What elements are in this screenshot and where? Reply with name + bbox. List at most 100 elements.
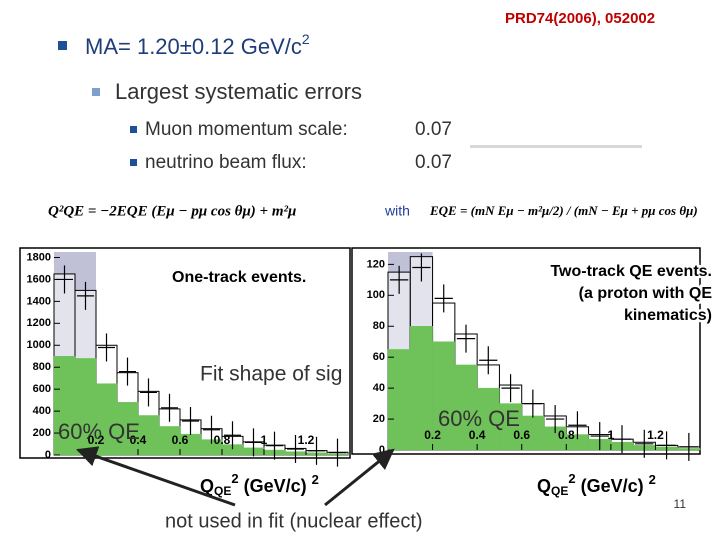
note: not used in fit (nuclear effect) [165,510,423,532]
data-point [329,438,346,467]
histogram: 0 200 400 600 800 1000 1200 1400 1600 1800 0.2 0.4 0… [19,247,362,503]
data-point [140,378,157,407]
x-label-part: QE [551,484,568,498]
data-point [523,389,542,418]
y-tick-label: 800 [33,361,51,373]
y-tick-label: 400 [33,405,51,417]
chart-title: kinematics) [624,307,712,324]
data-point [657,431,676,460]
error-label: Muon momentum scale: [145,119,348,140]
reference: PRD74(2006), 052002 [505,10,655,27]
data-point [287,434,304,463]
slide-title: MA= 1.20±0.12 GeV/c2 [85,31,310,59]
data-point [479,346,498,375]
data-point [203,415,220,444]
x-label-part: (GeV/c) [576,476,649,496]
bullet-icon [92,88,100,96]
data-point [182,406,199,435]
y-tick-label: 0 [379,444,385,456]
data-point [501,374,520,403]
data-point [119,357,136,386]
data-point [568,411,587,440]
chart-title: One-track events. [172,269,306,286]
formula: EQE = (mN Eμ − m²μ/2) / (mN − Eμ + pμ co… [429,203,698,218]
title-text: MA= 1.20±0.12 GeV/c [85,34,302,59]
x-tick-label: 1.2 [647,428,664,442]
x-label-part: 2 [231,471,238,486]
x-axis-label: QQE2 (GeV/c) 2 [537,471,656,498]
x-label-part: 2 [312,472,319,487]
formula: Q²QE = −2EQE (Eμ − pμ cos θμ) + m²μ [48,203,296,219]
data-point [77,281,94,310]
x-tick-label: 0.4 [130,433,147,447]
data-point [308,436,325,465]
y-tick-label: 0 [45,449,51,461]
page-number: 11 [674,497,687,511]
x-label-part: QE [214,484,231,498]
data-point [266,431,283,460]
y-tick-label: 1200 [27,317,51,329]
x-tick-label: 0.8 [214,433,231,447]
bullet-icon [130,159,137,166]
data-point [679,432,698,461]
bullet-text: Largest systematic errors [115,79,362,104]
arrow [76,446,236,507]
y-tick-label: 80 [373,320,385,332]
histogram: 0 20 40 60 80 100 120 0.2 0.4 0.6 0.8 1 1.2 Two-track… [351,247,715,503]
y-tick-label: 1600 [27,273,51,285]
chart-title: Two-track QE events. [550,263,712,280]
x-tick-label: 0.2 [88,433,105,447]
y-tick-label: 1000 [27,339,51,351]
y-tick-label: 20 [373,413,385,425]
y-tick-label: 1400 [27,295,51,307]
data-point [390,265,409,294]
data-point [161,393,178,422]
data-point [434,284,453,313]
annotation: 60% QE [438,406,520,431]
data-point [98,333,115,362]
y-tick-label: 1800 [27,251,51,263]
data-point [245,428,262,457]
x-tick-label: 0.2 [424,428,441,442]
histogram-bar [387,349,411,451]
arrow [324,448,395,507]
x-tick-label: 1 [608,428,615,442]
data-point [612,425,632,454]
data-point [635,429,654,458]
title-sup: 2 [302,31,310,47]
error-value: 0.07 [415,119,452,140]
x-label-part: 2 [568,471,575,486]
error-label: neutrino beam flux: [145,152,307,173]
x-label-part: Q [537,476,551,496]
data-point [412,253,431,282]
annotation: 60% QE [58,419,140,444]
x-label-part: (GeV/c) [239,476,312,496]
x-tick-label: 1.2 [298,433,315,447]
y-tick-label: 100 [367,289,385,301]
chart-title: (a proton with QE [579,285,713,302]
data-point [224,421,241,450]
y-tick-label: 40 [373,382,385,394]
x-tick-label: 0.6 [172,433,189,447]
with-text: with [384,203,410,219]
x-tick-label: 1 [261,433,268,447]
bullet-icon [58,41,67,50]
x-label-bg [529,469,699,503]
annotation: Fit shape of sig [200,363,342,386]
error-value: 0.07 [415,152,452,173]
y-tick-label: 600 [33,383,51,395]
x-label-part: Q [200,476,214,496]
y-tick-label: 120 [367,258,385,270]
x-label-part: 2 [649,472,656,487]
y-tick-label: 200 [33,427,51,439]
x-tick-label: 0.4 [469,428,486,442]
y-tick-label: 60 [373,351,385,363]
x-axis-label: QQE2 (GeV/c) 2 [200,471,319,498]
divider [470,145,642,148]
data-point [590,422,609,451]
bullet-icon [130,126,137,133]
x-tick-label: 0.8 [558,428,575,442]
